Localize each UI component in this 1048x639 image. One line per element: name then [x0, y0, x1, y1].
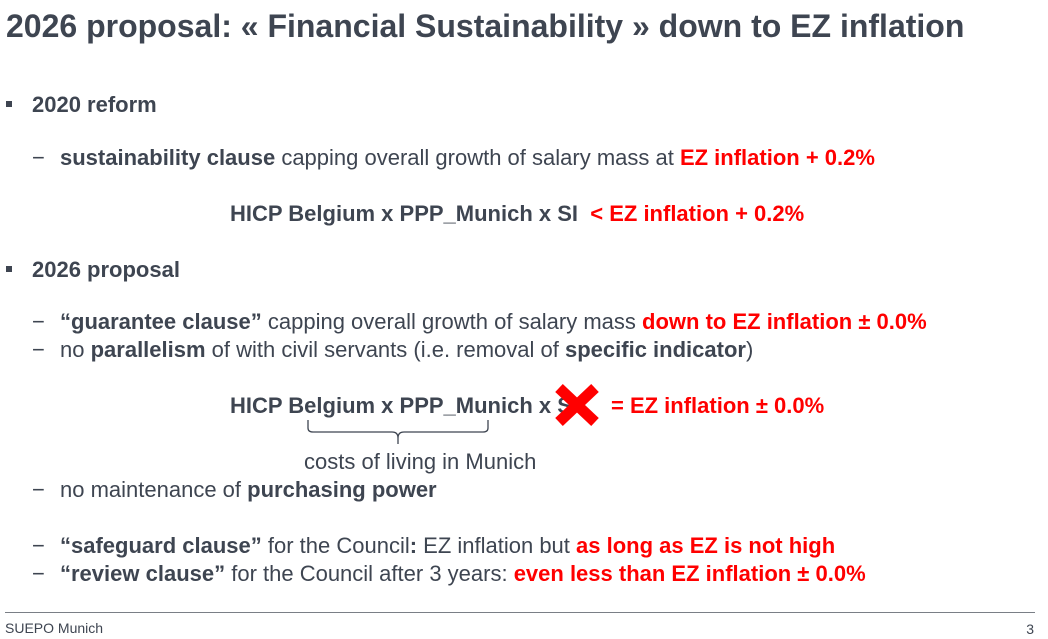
list-item-sustainability-clause: − sustainability clause capping overall g… — [32, 145, 875, 171]
formula-result: < EZ inflation + 0.2% — [584, 201, 805, 226]
formula-2020: HICP Belgium x PPP_Munich x SI < EZ infl… — [230, 201, 804, 227]
square-bullet-icon — [6, 266, 12, 273]
formula-expression: HICP Belgium x PPP_Munich x SI — [230, 201, 579, 226]
section-heading-2020-reform: 2020 reform — [6, 92, 157, 118]
section-heading-text: 2020 reform — [32, 92, 157, 117]
item-text: capping overall growth of salary mass at — [275, 145, 680, 170]
list-item-no-parallelism: − no parallelism of with civil servants (… — [32, 337, 753, 363]
section-heading-text: 2026 proposal — [32, 257, 180, 282]
item-bold-2: specific indicator — [565, 337, 746, 362]
list-item-review-clause: − “review clause” for the Council after 3… — [32, 561, 866, 587]
curly-brace-icon — [307, 420, 489, 444]
item-colon: : — [409, 533, 418, 558]
list-item-purchasing-power: − no maintenance of purchasing power — [32, 477, 437, 503]
item-text: of with civil servants (i.e. removal of — [205, 337, 565, 362]
item-bold: sustainability clause — [60, 145, 276, 170]
item-highlight: down to EZ inflation ± 0.0% — [642, 309, 927, 334]
formula-2026: HICP Belgium x PPP_Munich x SI — [230, 393, 578, 419]
list-item-safeguard-clause: − “safeguard clause” for the Council: EZ … — [32, 533, 835, 559]
dash-bullet-icon: − — [32, 561, 45, 586]
brace-label: costs of living in Munich — [304, 449, 537, 474]
footer-organization: SUEPO Munich — [5, 620, 104, 636]
item-pre: no — [60, 337, 91, 362]
slide-title: 2026 proposal: « Financial Sustainabilit… — [6, 8, 965, 44]
item-text: for the Council — [261, 533, 410, 558]
item-highlight: even less than EZ inflation ± 0.0% — [513, 561, 866, 586]
page-number: 3 — [1026, 621, 1034, 637]
dash-bullet-icon: − — [32, 477, 45, 502]
section-heading-2026-proposal: 2026 proposal — [6, 257, 180, 283]
formula-2026-result: = EZ inflation ± 0.0% — [611, 393, 825, 418]
item-text-2: EZ inflation but — [417, 533, 577, 558]
item-bold: purchasing power — [247, 477, 437, 502]
item-highlight: as long as EZ is not high — [576, 533, 836, 558]
dash-bullet-icon: − — [32, 533, 45, 558]
footer-divider — [5, 612, 1035, 613]
item-bold: “guarantee clause” — [60, 309, 262, 334]
red-cross-icon — [555, 384, 599, 426]
formula-expression: HICP Belgium x PPP_Munich x SI — [230, 393, 579, 418]
item-bold: “safeguard clause” — [60, 533, 262, 558]
item-text: for the Council after 3 years: — [225, 561, 514, 586]
item-bold: parallelism — [90, 337, 206, 362]
item-highlight: EZ inflation + 0.2% — [679, 145, 875, 170]
item-bold: “review clause” — [60, 561, 226, 586]
square-bullet-icon — [6, 101, 12, 108]
dash-bullet-icon: − — [32, 309, 45, 334]
dash-bullet-icon: − — [32, 337, 45, 362]
list-item-guarantee-clause: − “guarantee clause” capping overall grow… — [32, 309, 927, 335]
item-post: ) — [745, 337, 754, 362]
item-pre: no maintenance of — [60, 477, 248, 502]
dash-bullet-icon: − — [32, 145, 45, 170]
item-text: capping overall growth of salary mass — [261, 309, 643, 334]
